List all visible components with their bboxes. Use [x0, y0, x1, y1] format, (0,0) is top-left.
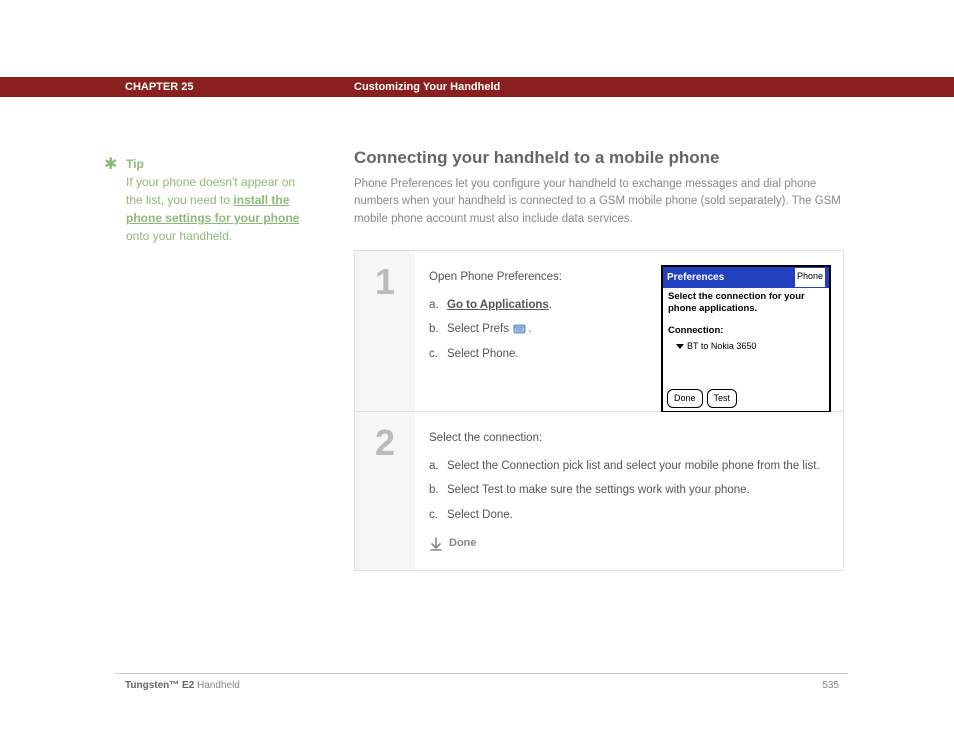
step-1b: b.Select Prefs . — [429, 319, 648, 341]
step-1-content: Open Phone Preferences: a.Go to Applicat… — [415, 251, 843, 411]
step-2: 2 Select the connection: a.Select the Co… — [355, 412, 843, 570]
tip-label: Tip — [126, 157, 144, 171]
scr-test-button[interactable]: Test — [707, 389, 738, 408]
footer-divider — [115, 673, 848, 674]
tip-text-2: onto your handheld. — [126, 229, 232, 243]
main-content: Connecting your handheld to a mobile pho… — [354, 148, 844, 571]
scr-title-left: Preferences — [667, 268, 724, 287]
steps-container: 1 Open Phone Preferences: a.Go to Applic… — [354, 250, 844, 571]
step-2c: c.Select Done. — [429, 505, 829, 527]
scr-title-right: Phone — [795, 268, 825, 287]
step-2b: b.Select Test to make sure the settings … — [429, 480, 829, 502]
prefs-icon — [512, 322, 528, 336]
chapter-title: Customizing Your Handheld — [354, 81, 500, 93]
scr-titlebar: Preferences Phone — [663, 267, 829, 288]
step-2-lead: Select the connection: — [429, 428, 829, 450]
scr-done-button[interactable]: Done — [667, 389, 703, 408]
page-number: 535 — [822, 680, 839, 691]
step-1-lead: Open Phone Preferences: — [429, 267, 648, 289]
done-label: Done — [449, 533, 477, 554]
preferences-screenshot: Preferences Phone Select the connection … — [661, 265, 831, 413]
page-footer: Tungsten™ E2 Handheld 535 — [125, 680, 839, 691]
go-to-applications-link[interactable]: Go to Applications — [447, 299, 549, 311]
product-name: Tungsten™ E2 Handheld — [125, 680, 240, 691]
scr-connection-picklist[interactable]: BT to Nokia 3650 — [676, 341, 824, 353]
step-number: 2 — [355, 412, 415, 570]
asterisk-icon: ✱ — [104, 153, 117, 177]
step-2a: a.Select the Connection pick list and se… — [429, 456, 829, 478]
down-arrow-icon — [429, 537, 443, 551]
chapter-number: CHAPTER 25 — [125, 81, 193, 93]
section-intro: Phone Preferences let you configure your… — [354, 176, 844, 228]
scr-instruction: Select the connection for your phone app… — [668, 291, 824, 316]
chapter-header: CHAPTER 25 Customizing Your Handheld — [0, 77, 954, 97]
section-heading: Connecting your handheld to a mobile pho… — [354, 148, 844, 168]
scr-connection-label: Connection: — [668, 325, 824, 337]
step-number: 1 — [355, 251, 415, 411]
done-indicator: Done — [429, 533, 829, 554]
step-2-content: Select the connection: a.Select the Conn… — [415, 412, 843, 570]
dropdown-triangle-icon — [676, 344, 684, 349]
step-1a: a.Go to Applications. — [429, 295, 648, 317]
tip-sidebar: ✱ Tip If your phone doesn't appear on th… — [104, 155, 314, 245]
step-1: 1 Open Phone Preferences: a.Go to Applic… — [355, 251, 843, 412]
step-1c: c.Select Phone. — [429, 344, 648, 366]
